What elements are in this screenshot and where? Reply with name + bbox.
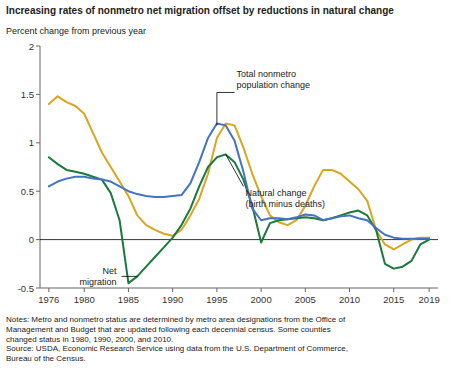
x-axis-line — [40, 288, 438, 289]
annotation: Natural change(birth minus deaths) — [245, 188, 325, 209]
x-tick — [216, 288, 217, 292]
annotation-line: population change — [237, 80, 311, 90]
x-tick-label: 1995 — [206, 294, 227, 305]
axes: -0.5 0 0.5 1 1.5 2 1976 1980 1985 1990 1995 2000 200… — [18, 41, 440, 306]
title-line: Increasing rates of nonmetro net migrati… — [6, 5, 394, 16]
annotation-line: (birth minus deaths) — [245, 199, 325, 209]
chart: Increasing rates of nonmetro net migrati… — [0, 0, 450, 377]
annotation-line: Net — [103, 266, 118, 276]
notes-line: Source: USDA, Economic Research Service … — [6, 344, 348, 353]
series-line — [49, 154, 429, 283]
x-tick-label: 2015 — [383, 294, 404, 305]
y-tick-label: -0.5 — [18, 283, 34, 294]
x-tick — [172, 288, 173, 292]
y-tick — [36, 288, 40, 289]
notes-line: Management and Budget that are updated f… — [6, 325, 331, 334]
annotation: Netmigration — [80, 266, 118, 287]
y-tick-label: 0.5 — [21, 186, 34, 197]
x-tick — [128, 288, 129, 292]
series-line — [49, 123, 429, 238]
page: {"chart_data": { "type": "line", "title"… — [0, 0, 450, 377]
annotation: Total nonmetropopulation change — [237, 69, 311, 90]
y-tick-label: 2 — [29, 41, 34, 52]
title: Increasing rates of nonmetro net migrati… — [6, 5, 394, 16]
notes: Notes: Metro and nonmetro status are det… — [6, 315, 348, 363]
x-tick-label: 1980 — [74, 294, 95, 305]
y-tick — [36, 191, 40, 192]
y-tick-label: 1.5 — [21, 89, 34, 100]
x-tick-label: 2000 — [251, 294, 272, 305]
plot-area — [49, 96, 429, 283]
x-tick-label: 1990 — [162, 294, 183, 305]
annotation-connector — [226, 154, 244, 186]
y-axis-label-line: Percent change from previous year — [6, 26, 146, 36]
annotation-line: migration — [80, 277, 117, 287]
x-tick-label: 1976 — [38, 294, 59, 305]
annotations: Total nonmetropopulation change Natural c… — [80, 69, 325, 287]
y-tick — [36, 94, 40, 95]
y-axis-label: Percent change from previous year — [6, 26, 146, 36]
y-tick — [36, 142, 40, 143]
y-axis-line — [40, 46, 41, 288]
x-tick-label: 1985 — [118, 294, 139, 305]
y-tick-label: 0 — [29, 234, 34, 245]
x-tick-label: 2019 — [419, 294, 440, 305]
x-tick-label: 2005 — [295, 294, 316, 305]
notes-line: Notes: Metro and nonmetro status are det… — [6, 315, 346, 324]
annotation-connector — [122, 276, 138, 277]
y-tick — [36, 239, 40, 240]
x-tick — [305, 288, 306, 292]
x-tick — [84, 288, 85, 292]
x-tick — [393, 288, 394, 292]
annotation-connector — [217, 92, 235, 125]
x-tick — [429, 288, 430, 292]
notes-line: changed status in 1980, 1990, 2000, and … — [6, 335, 173, 344]
x-tick — [48, 288, 49, 292]
annotation-line: Natural change — [245, 188, 306, 198]
x-tick — [349, 288, 350, 292]
x-tick — [261, 288, 262, 292]
y-tick-label: 1 — [29, 137, 34, 148]
y-tick — [36, 46, 40, 47]
annotation-line: Total nonmetro — [237, 69, 297, 79]
x-tick-label: 2010 — [339, 294, 360, 305]
notes-line: Bureau of the Census. — [6, 354, 86, 363]
